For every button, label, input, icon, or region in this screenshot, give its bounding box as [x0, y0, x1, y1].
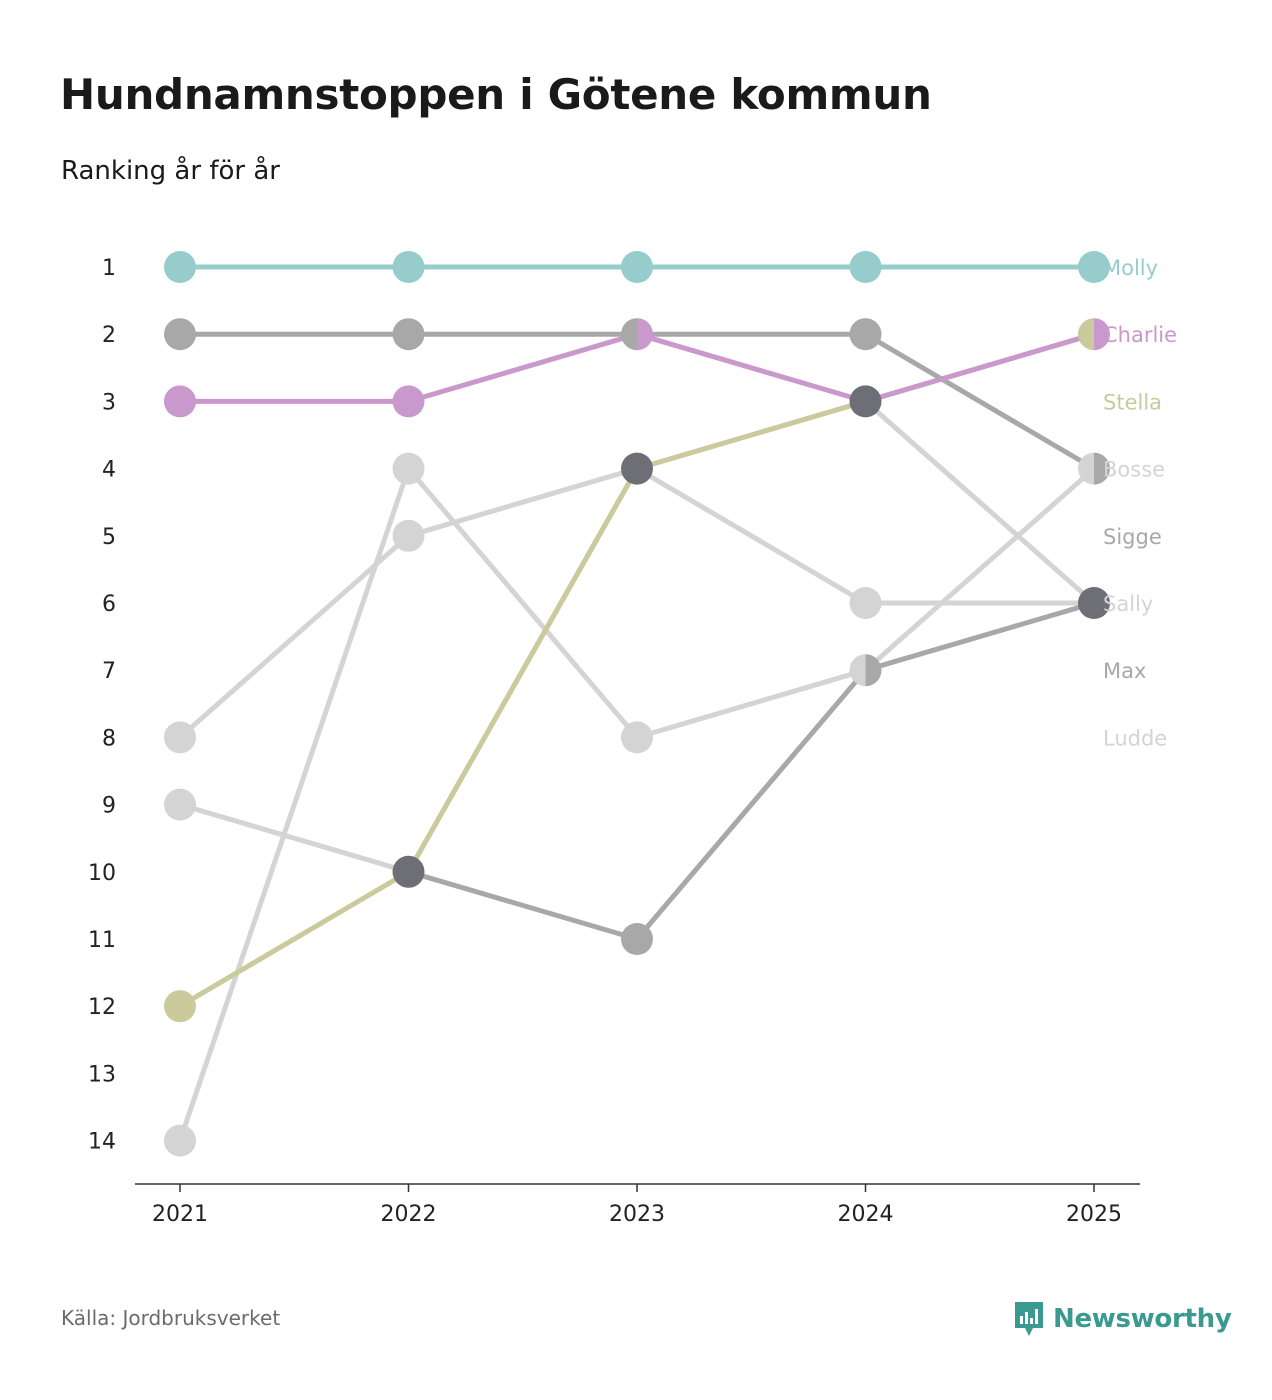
- y-tick-label: 14: [88, 1130, 116, 1155]
- marker-sigge-charlie-2023-left: [621, 318, 637, 351]
- marker-sally-stella-charlie-2024: [849, 385, 882, 418]
- y-tick-label: 11: [88, 928, 116, 953]
- y-tick-label: 8: [102, 726, 116, 751]
- marker-stella-charlie-2025-right: [1094, 318, 1110, 351]
- end-label-stella: Stella: [1103, 390, 1162, 414]
- y-tick-label: 10: [88, 861, 116, 886]
- x-tick-label: 2022: [381, 1202, 437, 1227]
- x-axis-ticks: 2021 2022 2023 2024 2025: [152, 1184, 1122, 1227]
- marker-ludde-2022: [392, 519, 425, 552]
- end-label-molly: Molly: [1103, 256, 1158, 280]
- newsworthy-icon: [1015, 1302, 1043, 1336]
- x-tick-label: 2025: [1066, 1202, 1122, 1227]
- series-markers: [164, 251, 1110, 1157]
- series-line-bosse: [177, 466, 1097, 1144]
- end-label-charlie: Charlie: [1103, 323, 1177, 347]
- y-tick-label: 6: [102, 592, 116, 617]
- brand-name: Newsworthy: [1053, 1304, 1232, 1334]
- marker-molly-2022: [392, 251, 425, 283]
- marker-molly-2024: [849, 251, 882, 283]
- y-tick-label: 7: [102, 659, 116, 684]
- marker-sigge-2021: [164, 318, 196, 351]
- series-end-labels: Molly Charlie Stella Bosse Sigge Sally Max Ludd…: [1103, 256, 1177, 750]
- marker-bosse-max-2024-left: [849, 654, 866, 687]
- y-tick-label: 1: [102, 256, 116, 281]
- series-line-stella: [177, 331, 1097, 1009]
- marker-sigge-2024: [849, 318, 882, 351]
- marker-molly-2021: [164, 251, 196, 283]
- marker-charlie-2021: [164, 385, 196, 418]
- marker-bosse-sigge-2025-left: [1078, 452, 1094, 485]
- source-note: Källa: Jordbruksverket: [61, 1306, 281, 1330]
- series-line-ludde: [177, 466, 1097, 740]
- y-tick-label: 13: [88, 1062, 116, 1087]
- chart-title: Hundnamnstoppen i Götene kommun: [60, 70, 932, 119]
- marker-ludde-sally-stella-2023: [621, 452, 653, 485]
- y-tick-label: 3: [102, 390, 116, 415]
- x-tick-label: 2021: [152, 1202, 208, 1227]
- marker-ludde-2024: [849, 587, 882, 619]
- marker-bosse-max-2024-right: [865, 654, 882, 687]
- marker-bosse-2023: [621, 721, 653, 754]
- marker-ludde-sally-max-2025: [1078, 587, 1110, 619]
- marker-molly-2025: [1078, 251, 1110, 283]
- marker-stella-charlie-2025-left: [1078, 318, 1094, 351]
- x-tick-label: 2024: [838, 1202, 894, 1227]
- x-tick-label: 2023: [609, 1202, 665, 1227]
- marker-ludde-2021: [164, 721, 196, 754]
- end-label-sally: Sally: [1103, 592, 1153, 616]
- y-tick-label: 2: [102, 323, 116, 348]
- y-tick-label: 9: [102, 794, 116, 819]
- marker-stella-2021: [164, 990, 196, 1023]
- end-label-bosse: Bosse: [1103, 458, 1165, 482]
- chart-subtitle: Ranking år för år: [61, 156, 280, 186]
- end-label-sigge: Sigge: [1103, 525, 1162, 549]
- marker-bosse-2022: [392, 452, 425, 485]
- newsworthy-logo[interactable]: Newsworthy: [1013, 1300, 1232, 1338]
- marker-sigge-charlie-2023-right: [637, 318, 653, 351]
- series-lines: [177, 264, 1097, 1144]
- marker-bosse-sigge-2025-right: [1094, 452, 1110, 485]
- marker-sally-2021: [164, 788, 196, 821]
- marker-sally-max-stella-2022: [392, 855, 425, 888]
- series-line-max: [406, 600, 1097, 942]
- end-label-ludde: Ludde: [1103, 726, 1167, 750]
- marker-max-2023: [621, 923, 653, 955]
- y-tick-label: 4: [102, 458, 116, 483]
- y-tick-label: 12: [88, 995, 116, 1020]
- marker-molly-2023: [621, 251, 653, 283]
- marker-charlie-2022: [392, 385, 425, 418]
- y-tick-label: 5: [102, 525, 116, 550]
- marker-bosse-2021: [164, 1124, 196, 1157]
- marker-sigge-2022: [392, 318, 425, 351]
- end-label-max: Max: [1103, 659, 1146, 683]
